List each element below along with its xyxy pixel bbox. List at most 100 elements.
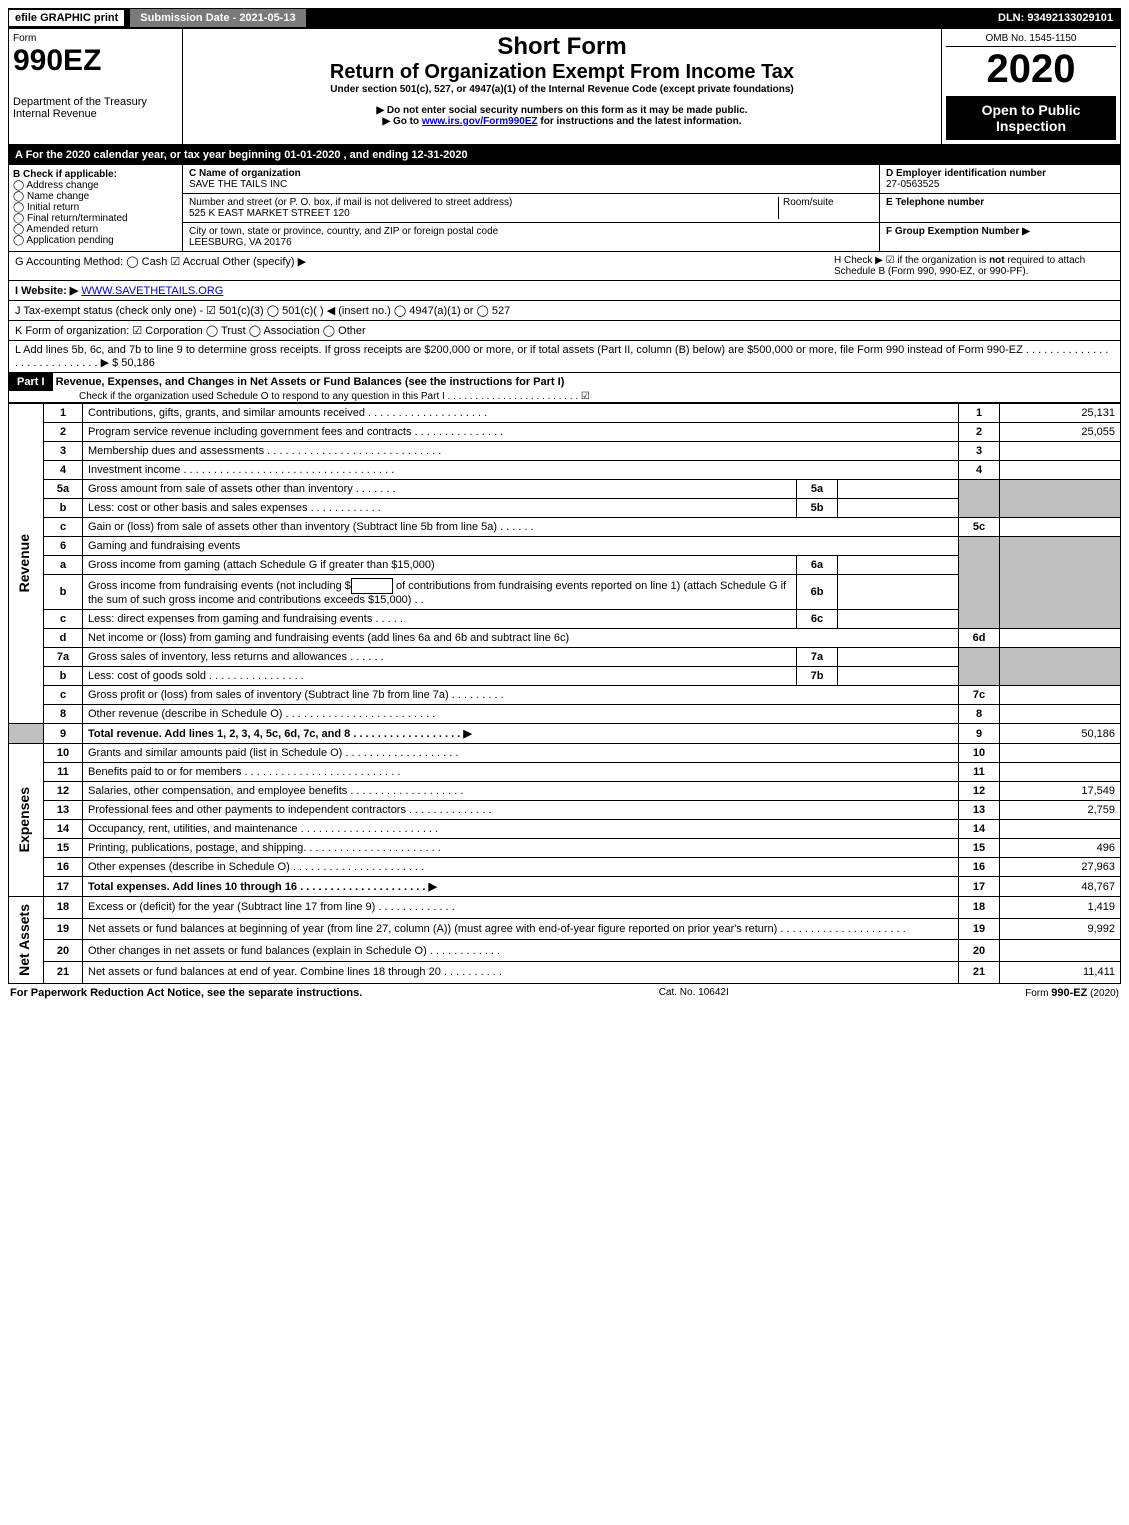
footer-mid: Cat. No. 10642I — [659, 987, 729, 999]
row-7b-desc: Less: cost of goods sold . . . . . . . .… — [83, 667, 797, 686]
street: 525 K EAST MARKET STREET 120 — [189, 208, 350, 219]
row-18-amt: 1,419 — [1000, 897, 1121, 919]
opt-name[interactable]: ◯ Name change — [13, 191, 178, 202]
dept-1: Department of the Treasury — [13, 96, 178, 108]
row-5a-desc: Gross amount from sale of assets other t… — [83, 480, 797, 499]
form-header: Form 990EZ Department of the Treasury In… — [8, 28, 1121, 145]
row-16-desc: Other expenses (describe in Schedule O) … — [83, 858, 959, 877]
row-10-desc: Grants and similar amounts paid (list in… — [83, 744, 959, 763]
row-9-amt: 50,186 — [1000, 724, 1121, 744]
inline-amount-box[interactable] — [351, 578, 393, 594]
title-short-form: Short Form — [187, 33, 937, 61]
tax-year: 2020 — [946, 47, 1116, 92]
row-5b-desc: Less: cost or other basis and sales expe… — [83, 499, 797, 518]
row-6b-desc: Gross income from fundraising events (no… — [83, 575, 797, 610]
row-1-num: 1 — [44, 404, 83, 423]
part1-table: Revenue 1 Contributions, gifts, grants, … — [8, 403, 1121, 984]
row-8-desc: Other revenue (describe in Schedule O) .… — [83, 705, 959, 724]
goto-post: for instructions and the latest informat… — [540, 116, 741, 127]
row-21-amt: 11,411 — [1000, 962, 1121, 984]
dept-2: Internal Revenue — [13, 108, 178, 120]
opt-final[interactable]: ◯ Final return/terminated — [13, 213, 178, 224]
row-12-desc: Salaries, other compensation, and employ… — [83, 782, 959, 801]
top-bar: efile GRAPHIC print Submission Date - 20… — [8, 8, 1121, 28]
part1-title: Revenue, Expenses, and Changes in Net As… — [56, 376, 565, 388]
street-label: Number and street (or P. O. box, if mail… — [189, 197, 512, 208]
opt-address[interactable]: ◯ Address change — [13, 180, 178, 191]
opt-amended[interactable]: ◯ Amended return — [13, 224, 178, 235]
footer: For Paperwork Reduction Act Notice, see … — [8, 984, 1121, 1002]
ein: 27-0563525 — [886, 179, 939, 190]
omb: OMB No. 1545-1150 — [946, 33, 1116, 47]
line-k: K Form of organization: ☑ Corporation ◯ … — [8, 321, 1121, 341]
f-label: F Group Exemption Number ▶ — [886, 226, 1030, 237]
note-goto: ▶ Go to www.irs.gov/Form990EZ for instru… — [187, 116, 937, 127]
row-9-desc: Total revenue. Add lines 1, 2, 3, 4, 5c,… — [83, 724, 959, 744]
row-11-desc: Benefits paid to or for members . . . . … — [83, 763, 959, 782]
title-under: Under section 501(c), 527, or 4947(a)(1)… — [187, 84, 937, 95]
row-6-desc: Gaming and fundraising events — [83, 537, 959, 556]
row-7a-desc: Gross sales of inventory, less returns a… — [83, 648, 797, 667]
submission-date: Submission Date - 2021-05-13 — [129, 8, 306, 28]
section-a: A For the 2020 calendar year, or tax yea… — [8, 145, 1121, 165]
form-number: 990EZ — [13, 44, 178, 78]
line-h: H Check ▶ ☑ if the organization is not r… — [834, 255, 1114, 277]
opt-pending[interactable]: ◯ Application pending — [13, 235, 178, 246]
side-net-assets: Net Assets — [14, 900, 34, 980]
row-18-desc: Excess or (deficit) for the year (Subtra… — [83, 897, 959, 919]
row-7c-desc: Gross profit or (loss) from sales of inv… — [83, 686, 959, 705]
footer-left: For Paperwork Reduction Act Notice, see … — [10, 987, 362, 999]
info-grid: B Check if applicable: ◯ Address change … — [8, 165, 1121, 252]
part1-label: Part I — [9, 373, 53, 391]
row-17-desc: Total expenses. Add lines 10 through 16 … — [83, 877, 959, 897]
row-1-desc: Contributions, gifts, grants, and simila… — [83, 404, 959, 423]
side-revenue: Revenue — [14, 530, 34, 596]
row-6d-desc: Net income or (loss) from gaming and fun… — [83, 629, 959, 648]
box-c: C Name of organization SAVE THE TAILS IN… — [183, 165, 879, 251]
e-label: E Telephone number — [886, 197, 984, 208]
goto-pre: ▶ Go to — [382, 116, 421, 127]
footer-right: Form 990-EZ (2020) — [1025, 987, 1119, 999]
row-6a-desc: Gross income from gaming (attach Schedul… — [83, 556, 797, 575]
row-5c-desc: Gain or (loss) from sale of assets other… — [83, 518, 959, 537]
row-12-amt: 17,549 — [1000, 782, 1121, 801]
row-2-desc: Program service revenue including govern… — [83, 423, 959, 442]
row-13-amt: 2,759 — [1000, 801, 1121, 820]
box-b-label: B Check if applicable: — [13, 169, 178, 180]
inspection-box: Open to Public Inspection — [946, 96, 1116, 140]
city-label: City or town, state or province, country… — [189, 226, 498, 237]
row-16-amt: 27,963 — [1000, 858, 1121, 877]
c-label: C Name of organization — [189, 168, 301, 179]
line-l: L Add lines 5b, 6c, and 7b to line 9 to … — [8, 341, 1121, 373]
row-13-desc: Professional fees and other payments to … — [83, 801, 959, 820]
line-j: J Tax-exempt status (check only one) - ☑… — [8, 301, 1121, 321]
note-ssn: ▶ Do not enter social security numbers o… — [187, 105, 937, 116]
row-15-desc: Printing, publications, postage, and shi… — [83, 839, 959, 858]
part1-check: Check if the organization used Schedule … — [9, 391, 1120, 402]
row-17-amt: 48,767 — [1000, 877, 1121, 897]
row-21-desc: Net assets or fund balances at end of ye… — [83, 962, 959, 984]
part1-header: Part I Revenue, Expenses, and Changes in… — [8, 373, 1121, 403]
row-1-box: 1 — [959, 404, 1000, 423]
line-i: I Website: ▶ WWW.SAVETHETAILS.ORG — [8, 281, 1121, 301]
row-19-amt: 9,992 — [1000, 918, 1121, 940]
row-3-desc: Membership dues and assessments . . . . … — [83, 442, 959, 461]
title-main: Return of Organization Exempt From Incom… — [187, 61, 937, 84]
irs-link[interactable]: www.irs.gov/Form990EZ — [422, 116, 538, 127]
opt-initial[interactable]: ◯ Initial return — [13, 202, 178, 213]
website-link[interactable]: WWW.SAVETHETAILS.ORG — [81, 285, 223, 297]
d-label: D Employer identification number — [886, 168, 1046, 179]
dln: DLN: 93492133029101 — [990, 9, 1121, 27]
row-2-amt: 25,055 — [1000, 423, 1121, 442]
efile-label[interactable]: efile GRAPHIC print — [8, 9, 125, 27]
row-20-desc: Other changes in net assets or fund bala… — [83, 940, 959, 962]
row-6c-desc: Less: direct expenses from gaming and fu… — [83, 610, 797, 629]
org-name: SAVE THE TAILS INC — [189, 179, 287, 190]
side-expenses: Expenses — [14, 783, 34, 856]
right-info: D Employer identification number 27-0563… — [879, 165, 1120, 251]
row-1-amt: 25,131 — [1000, 404, 1121, 423]
room-suite: Room/suite — [778, 197, 873, 219]
row-4-desc: Investment income . . . . . . . . . . . … — [83, 461, 959, 480]
form-word: Form — [13, 33, 178, 44]
row-15-amt: 496 — [1000, 839, 1121, 858]
